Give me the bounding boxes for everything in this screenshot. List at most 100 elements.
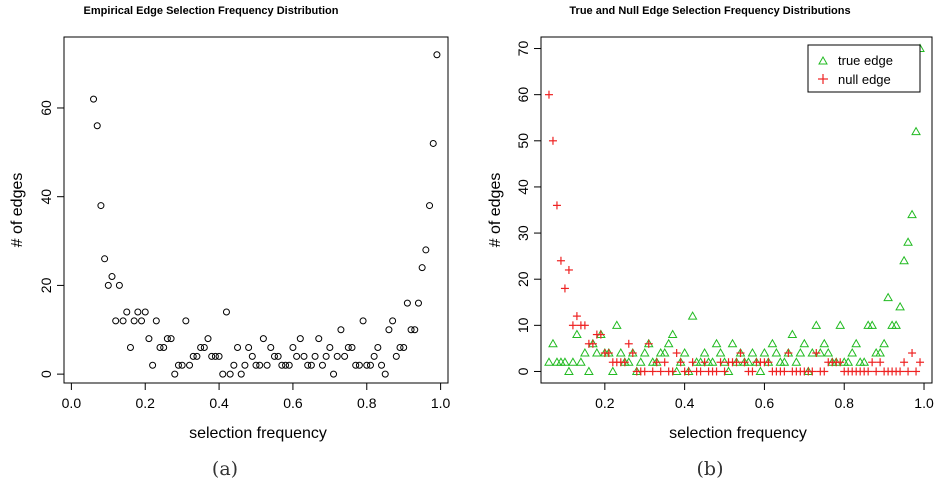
data-point-true-edge <box>552 357 562 366</box>
data-point-true-edge <box>687 311 698 320</box>
data-point <box>126 344 134 352</box>
panel-b-points <box>544 43 925 376</box>
data-point <box>104 281 112 289</box>
data-point <box>156 344 164 352</box>
data-point <box>381 370 389 378</box>
panel-a-y-tick-label: 20 <box>38 277 54 293</box>
panel-a-x-tick-label: 1.0 <box>431 395 451 411</box>
data-point <box>90 95 98 103</box>
data-point-true-edge <box>899 255 909 265</box>
data-point-null-edge <box>872 367 881 376</box>
data-point <box>337 326 345 334</box>
data-point-null-edge <box>700 358 709 367</box>
panel-a-x-tick-label: 0.8 <box>357 395 377 411</box>
data-point-true-edge <box>679 348 690 357</box>
data-point <box>248 352 256 360</box>
panel-b-y-tick-label: 40 <box>515 179 531 195</box>
data-point <box>414 299 422 307</box>
data-point <box>197 344 205 352</box>
data-point <box>200 344 208 352</box>
data-point-true-edge <box>775 357 786 366</box>
data-point-true-edge <box>544 357 554 366</box>
data-point <box>359 317 367 325</box>
data-point-null-edge <box>868 358 877 367</box>
data-point <box>101 255 109 263</box>
data-point <box>222 308 230 316</box>
data-point-null-edge <box>904 367 913 376</box>
data-point-true-edge <box>667 329 678 339</box>
panel-a-title: Empirical Edge Selection Frequency Distr… <box>84 5 339 17</box>
data-point-true-edge <box>887 320 897 329</box>
data-point-true-edge <box>572 329 582 339</box>
data-point-true-edge <box>891 320 901 329</box>
data-point <box>252 361 260 369</box>
data-point-true-edge <box>895 301 905 311</box>
data-point-null-edge <box>572 312 581 321</box>
panel-b-title: True and Null Edge Selection Frequency D… <box>569 5 850 17</box>
data-point <box>241 361 249 369</box>
data-point-true-edge <box>867 320 878 329</box>
data-point-null-edge <box>716 358 725 367</box>
data-point <box>318 361 326 369</box>
panel-a-x-tick-label: 0.6 <box>283 395 303 411</box>
data-point-null-edge <box>568 321 577 330</box>
data-point-null-edge <box>732 358 741 367</box>
data-point-true-edge <box>859 357 870 366</box>
data-point-true-edge <box>799 338 810 348</box>
data-point-true-edge <box>560 357 570 366</box>
panel-a-points <box>90 51 441 378</box>
data-point <box>97 202 105 210</box>
data-point-null-edge <box>908 349 917 358</box>
data-point-true-edge <box>811 320 822 329</box>
data-point <box>378 361 386 369</box>
data-point <box>119 317 127 325</box>
data-point <box>389 317 397 325</box>
data-point-null-edge <box>896 367 905 376</box>
data-point-true-edge <box>851 338 862 348</box>
data-point <box>152 317 160 325</box>
data-point <box>278 361 286 369</box>
data-point <box>300 352 308 360</box>
legend-box <box>807 44 921 93</box>
data-point <box>211 352 219 360</box>
data-point <box>215 352 223 360</box>
data-point-true-edge <box>727 338 738 348</box>
data-point-true-edge <box>879 338 889 348</box>
data-point <box>282 361 290 369</box>
data-point-true-edge <box>548 338 558 348</box>
panel-b-x-axis: 0.2 0.4 0.6 0.8 1.0 <box>595 383 934 411</box>
legend-true-edge-label: true edge <box>838 53 893 68</box>
data-point-null-edge <box>784 349 793 358</box>
data-point-true-edge <box>759 348 770 357</box>
data-point <box>341 352 349 360</box>
data-point-null-edge <box>556 256 565 265</box>
data-point-null-edge <box>668 367 677 376</box>
data-point-true-edge <box>871 348 882 357</box>
data-point <box>274 352 282 360</box>
data-point <box>407 326 415 334</box>
data-point <box>234 344 242 352</box>
data-point <box>178 361 186 369</box>
data-point <box>130 317 138 325</box>
data-point-true-edge <box>655 348 666 357</box>
data-point-null-edge <box>588 339 597 348</box>
panel-b-y-tick-label: 10 <box>515 317 531 333</box>
data-point-true-edge <box>911 126 921 136</box>
data-point <box>330 370 338 378</box>
data-point <box>149 361 157 369</box>
panel-b-x-tick-label: 0.4 <box>675 395 695 411</box>
data-point <box>344 344 352 352</box>
data-point <box>289 344 297 352</box>
data-point-true-edge <box>699 348 710 357</box>
data-point <box>433 51 441 59</box>
data-point <box>422 246 430 254</box>
data-point-true-edge <box>747 348 758 357</box>
data-point-true-edge <box>611 320 622 329</box>
data-point <box>237 370 245 378</box>
panel-a-x-tick-label: 0.2 <box>135 395 155 411</box>
data-point-null-edge <box>660 358 669 367</box>
data-point <box>304 361 312 369</box>
data-point-null-edge <box>736 349 745 358</box>
data-point-null-edge <box>820 367 829 376</box>
